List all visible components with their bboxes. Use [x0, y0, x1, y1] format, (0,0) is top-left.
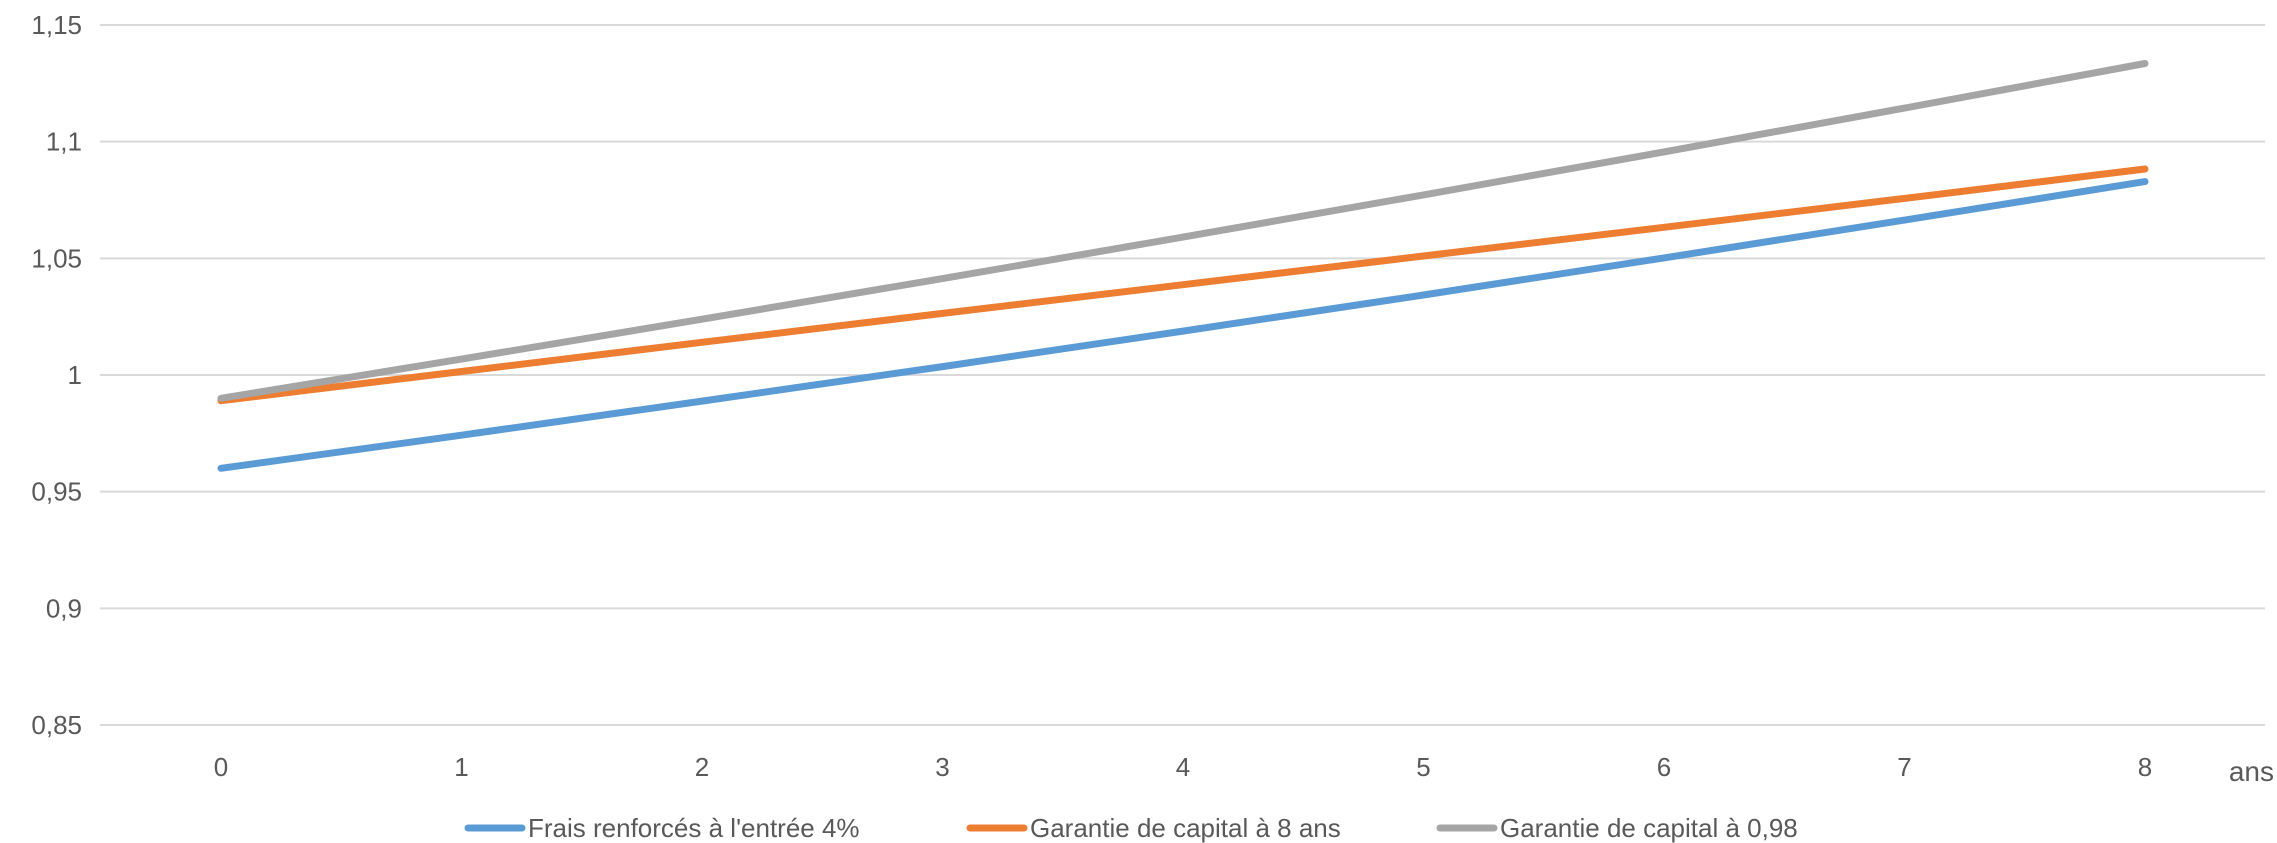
y-tick-label: 1,05: [31, 243, 82, 273]
legend-label: Frais renforcés à l'entrée 4%: [528, 813, 860, 843]
legend-label: Garantie de capital à 0,98: [1500, 813, 1798, 843]
x-tick-label: 4: [1176, 752, 1190, 782]
x-tick-label: 1: [454, 752, 468, 782]
x-tick-label: 7: [1897, 752, 1911, 782]
y-tick-label: 1,1: [46, 127, 82, 157]
y-tick-label: 1,15: [31, 10, 82, 40]
series-line-3: [217, 60, 2149, 402]
y-tick-label: 0,9: [46, 593, 82, 623]
x-tick-label: 0: [214, 752, 228, 782]
y-tick-label: 0,85: [31, 710, 82, 740]
legend: Frais renforcés à l'entrée 4% Garantie de…: [464, 813, 1798, 843]
x-axis-tick-labels: 0 1 2 3 4 5 6 7 8: [214, 752, 2152, 782]
series-lines: [217, 60, 2149, 472]
series-line-1: [217, 178, 2149, 472]
x-tick-label: 8: [2138, 752, 2152, 782]
y-axis-tick-labels: 0,85 0,9 0,95 1 1,05 1,1 1,15: [31, 10, 82, 740]
x-tick-label: 5: [1416, 752, 1430, 782]
x-tick-label: 6: [1657, 752, 1671, 782]
x-tick-label: 3: [935, 752, 949, 782]
x-tick-label: 2: [695, 752, 709, 782]
y-tick-label: 1: [68, 360, 82, 390]
series-line-2: [217, 165, 2149, 405]
legend-label: Garantie de capital à 8 ans: [1030, 813, 1341, 843]
y-tick-label: 0,95: [31, 477, 82, 507]
x-axis-title: ans: [2229, 756, 2274, 787]
